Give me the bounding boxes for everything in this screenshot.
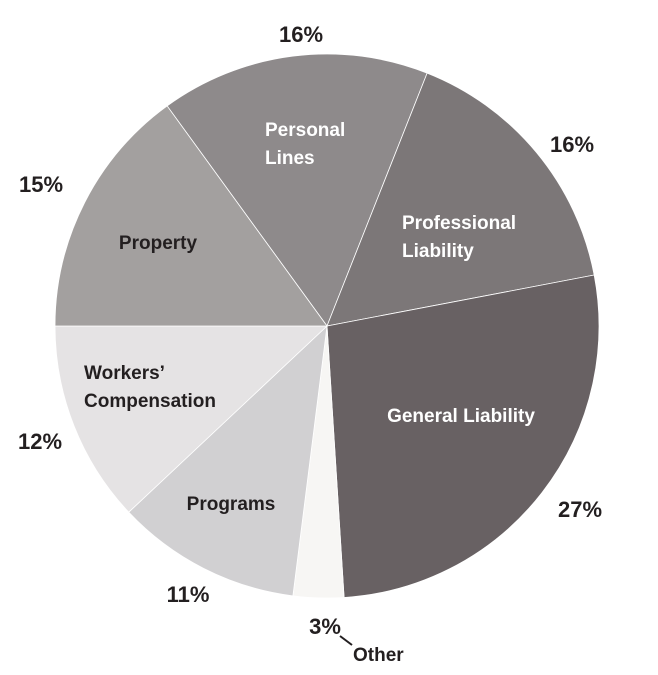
- category-label-general-liability: General Liability: [387, 406, 535, 427]
- pct-label-workers-compensation: 12%: [18, 429, 62, 454]
- pct-label-personal-lines: 16%: [279, 22, 323, 47]
- pie-slice-workers-compensation: [54, 325, 329, 513]
- category-label-programs: Programs: [187, 494, 276, 515]
- pct-label-professional-liability: 16%: [550, 132, 594, 157]
- category-label-professional-liability: Professional: [402, 213, 516, 234]
- pie-slice-property: [54, 105, 328, 327]
- category-label-workers-compensation: Workers’: [84, 363, 165, 384]
- pct-label-other: 3%: [309, 614, 341, 639]
- category-label-workers-compensation: Compensation: [84, 391, 216, 412]
- pct-label-general-liability: 27%: [558, 497, 602, 522]
- pie-slice-personal-lines: [166, 53, 428, 327]
- pct-label-property: 15%: [19, 172, 63, 197]
- category-label-other: Other: [353, 645, 404, 666]
- category-label-personal-lines: Personal: [265, 120, 345, 141]
- pie-slice-programs: [128, 324, 328, 597]
- pct-label-programs: 11%: [167, 582, 210, 607]
- leader-line-other: [339, 635, 353, 646]
- category-label-property: Property: [119, 233, 198, 254]
- category-label-professional-liability: Liability: [402, 241, 474, 262]
- category-label-personal-lines: Lines: [265, 148, 315, 169]
- pie-slice-general-liability: [326, 274, 600, 598]
- pie-slice-professional-liability: [326, 72, 595, 327]
